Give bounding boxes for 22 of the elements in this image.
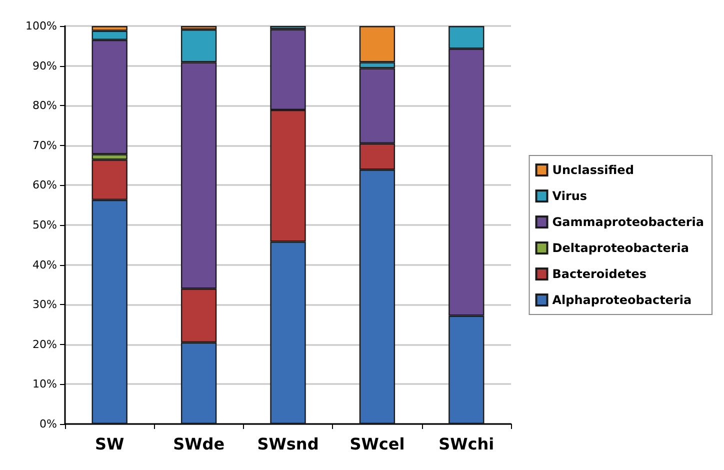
x-tick-label: SWsnd (257, 434, 319, 454)
legend-label: Deltaproteobacteria (552, 241, 690, 255)
legend-label: Virus (552, 189, 588, 203)
y-tick-label: 90% (32, 59, 57, 72)
legend-label: Alphaproteobacteria (552, 293, 692, 307)
legend-label: Gammaproteobacteria (552, 215, 704, 229)
x-tick-label: SWcel (350, 434, 405, 454)
y-tick-label: 10% (32, 378, 57, 391)
y-tick-label: 60% (32, 178, 57, 192)
y-tick-label: 100% (26, 20, 57, 32)
x-tick-label: SWchi (438, 434, 494, 454)
y-tick-label: 50% (32, 218, 57, 232)
y-tick-label: 0% (40, 418, 57, 430)
y-tick-label: 20% (32, 338, 57, 351)
y-tick-label: 40% (32, 258, 57, 272)
legend-label: Unclassified (552, 163, 634, 177)
x-tick-label: SW (95, 434, 125, 454)
legend-label: Bacteroidetes (552, 267, 647, 281)
y-tick-label: 70% (32, 138, 57, 152)
x-tick-label: SWde (173, 434, 225, 454)
y-tick-label: 30% (32, 298, 57, 312)
y-tick-label: 80% (32, 99, 57, 112)
